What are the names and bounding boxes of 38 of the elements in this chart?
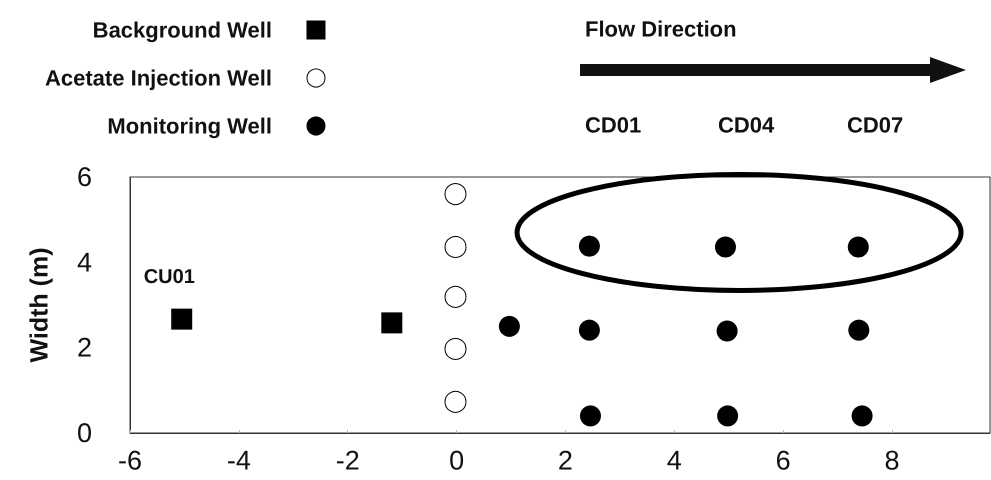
point bbox=[444, 390, 466, 413]
point bbox=[171, 308, 192, 330]
point bbox=[716, 320, 738, 342]
point bbox=[444, 183, 466, 206]
point bbox=[852, 405, 873, 426]
x-tick-label: 6 bbox=[776, 446, 791, 476]
x-tick-label: 2 bbox=[558, 446, 573, 476]
text: Flow Direction bbox=[585, 16, 737, 42]
text: CD04 bbox=[718, 112, 776, 138]
annotation: CU01 bbox=[144, 266, 195, 288]
text: CD01 bbox=[585, 112, 642, 138]
legend-label: Background Well bbox=[92, 18, 272, 42]
point bbox=[848, 236, 869, 258]
legend-label: Acetate Injection Well bbox=[45, 66, 272, 90]
y-tick-label: 2 bbox=[76, 332, 92, 363]
x-tick-label: 8 bbox=[884, 446, 900, 476]
x-tick-label: -4 bbox=[226, 446, 251, 476]
point bbox=[580, 405, 601, 426]
legend-label: Monitoring Well bbox=[107, 114, 272, 138]
point bbox=[578, 320, 600, 341]
x-tick-label: 0 bbox=[449, 446, 464, 476]
point bbox=[714, 236, 736, 258]
text: CD07 bbox=[847, 112, 904, 138]
point bbox=[717, 405, 738, 426]
point bbox=[444, 338, 466, 360]
x-tick-label: 4 bbox=[666, 446, 682, 476]
point bbox=[578, 236, 600, 257]
x-tick-label: -6 bbox=[118, 446, 142, 476]
point bbox=[848, 320, 870, 341]
point bbox=[444, 236, 466, 258]
y-tick-label: 4 bbox=[76, 247, 92, 278]
y-tick-label: 6 bbox=[76, 162, 92, 192]
point bbox=[498, 316, 520, 337]
point bbox=[381, 312, 402, 334]
x-tick-label: -2 bbox=[336, 446, 360, 476]
point bbox=[444, 286, 466, 308]
y-tick-label: 0 bbox=[76, 418, 92, 448]
y-axis-title: Width (m) bbox=[26, 247, 54, 363]
